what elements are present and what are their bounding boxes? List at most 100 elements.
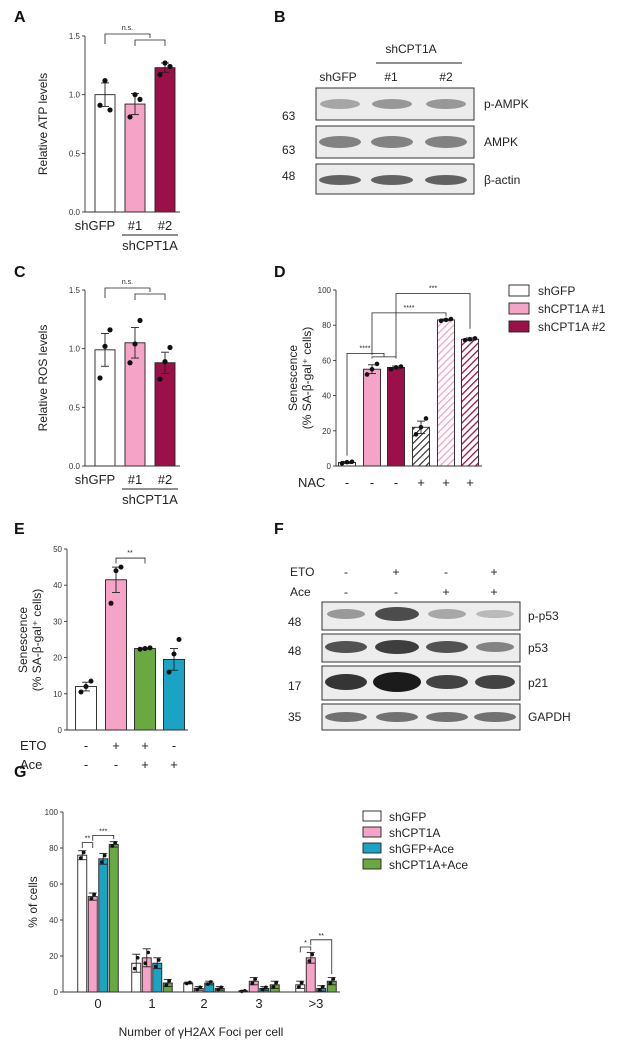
data-point — [467, 336, 473, 342]
data-point — [88, 678, 94, 684]
legend-label: shGFP — [389, 810, 426, 824]
legend-swatch — [362, 842, 382, 854]
data-point — [167, 979, 172, 983]
data-point — [171, 651, 177, 657]
data-point — [137, 317, 143, 324]
data-point — [296, 985, 301, 989]
significance-label: **** — [404, 305, 415, 312]
data-point — [142, 646, 148, 652]
data-point — [344, 459, 350, 465]
data-point — [102, 77, 108, 84]
condition-sign: - — [84, 738, 88, 753]
x-tick-label: 0 — [94, 996, 101, 1011]
data-point — [418, 424, 424, 430]
data-point — [331, 977, 336, 981]
blot-b-lane-1: shGFP — [319, 70, 356, 84]
data-point — [274, 980, 279, 985]
significance-bracket — [371, 312, 447, 356]
y-axis-title: Relative ATP levels — [36, 73, 50, 175]
y-axis-title: (% SA-β-gal⁺ cells) — [300, 327, 314, 430]
data-point — [137, 646, 143, 652]
data-point — [187, 980, 192, 985]
data-point — [167, 344, 173, 351]
legend-label: shCPT1A #1 — [538, 302, 606, 316]
blot-f-band — [426, 641, 468, 653]
data-point — [107, 327, 113, 333]
nac-row-label: NAC — [298, 475, 325, 490]
data-point — [339, 461, 345, 466]
data-point — [78, 689, 84, 695]
y-tick-label: 30 — [53, 617, 62, 626]
group-label: shCPT1A — [122, 492, 178, 507]
condition-sign: + — [141, 757, 149, 772]
y-tick-label: 0.0 — [69, 208, 81, 217]
data-point — [147, 645, 153, 651]
condition-sign: - — [114, 757, 118, 772]
significance-label: *** — [429, 286, 437, 293]
blot-b-band — [371, 175, 413, 185]
data-point — [239, 989, 244, 994]
significance-bracket — [310, 939, 333, 974]
y-tick-label: 1.0 — [69, 91, 81, 100]
y-tick-label: 60 — [49, 880, 58, 889]
western-blot-b: shCPT1A shGFP #1 #2 63 63 48 p-AMPK AMPK… — [282, 42, 529, 195]
condition-sign: + — [141, 738, 149, 753]
data-point — [443, 317, 449, 323]
bar — [94, 349, 116, 467]
data-point — [413, 432, 419, 437]
data-point — [78, 856, 83, 860]
data-point — [108, 600, 114, 606]
blot-f-band — [325, 641, 367, 653]
data-point — [162, 60, 168, 66]
data-point — [398, 364, 404, 369]
bar — [134, 648, 156, 731]
condition-row-label: ETO — [20, 738, 47, 753]
significance-bracket — [92, 835, 115, 841]
condition-row-label: Ace — [20, 757, 42, 772]
blot-b-label-2: AMPK — [484, 135, 518, 149]
data-point — [102, 853, 107, 858]
blot-b-label-3: β-actin — [484, 173, 520, 187]
data-point — [388, 366, 394, 372]
legend-label: shCPT1A — [389, 826, 440, 840]
nac-sign: + — [466, 475, 474, 490]
legend-label: shCPT1A+Ace — [389, 858, 468, 872]
data-point — [146, 950, 151, 955]
data-point — [166, 669, 172, 675]
blot-f-band — [327, 609, 365, 619]
blot-f-sign: - — [344, 585, 348, 599]
blot-b-mw-2: 63 — [282, 143, 296, 157]
y-tick-label: 40 — [322, 392, 331, 401]
data-point — [364, 372, 370, 377]
x-tick-label: #2 — [158, 218, 172, 233]
y-tick-label: 80 — [49, 844, 58, 853]
data-point — [162, 358, 168, 365]
condition-sign: - — [172, 738, 176, 753]
blot-f-band — [475, 675, 515, 689]
significance-bracket — [371, 356, 397, 359]
panel-label-a: A — [14, 9, 26, 26]
blot-f-band — [426, 712, 468, 722]
data-point — [423, 416, 429, 421]
data-point — [317, 988, 322, 992]
data-point — [132, 92, 138, 98]
data-point — [328, 981, 333, 986]
data-point — [472, 336, 478, 341]
data-point — [349, 459, 355, 465]
bar — [154, 67, 176, 213]
legend-label: shGFP — [538, 284, 575, 298]
x-tick-label: #1 — [128, 472, 142, 487]
blot-b-band — [320, 99, 360, 109]
blot-f-band — [375, 607, 419, 621]
y-tick-label: 60 — [322, 356, 331, 365]
y-axis-title: Senescence — [286, 345, 300, 411]
blot-f-band — [474, 712, 516, 722]
blot-f-mw-1: 48 — [288, 615, 302, 629]
x-tick-label: 2 — [200, 996, 207, 1011]
chart-gh2ax-foci: 0 20 40 60 80 100 % of cells 0 1 2 3 >3 Number of γH… — [26, 808, 468, 1039]
blot-f-label-1: p-p53 — [528, 609, 559, 623]
significance-bracket — [104, 287, 151, 298]
data-point — [260, 987, 265, 992]
panel-label-g: G — [14, 764, 26, 781]
nac-sign: - — [345, 475, 349, 490]
